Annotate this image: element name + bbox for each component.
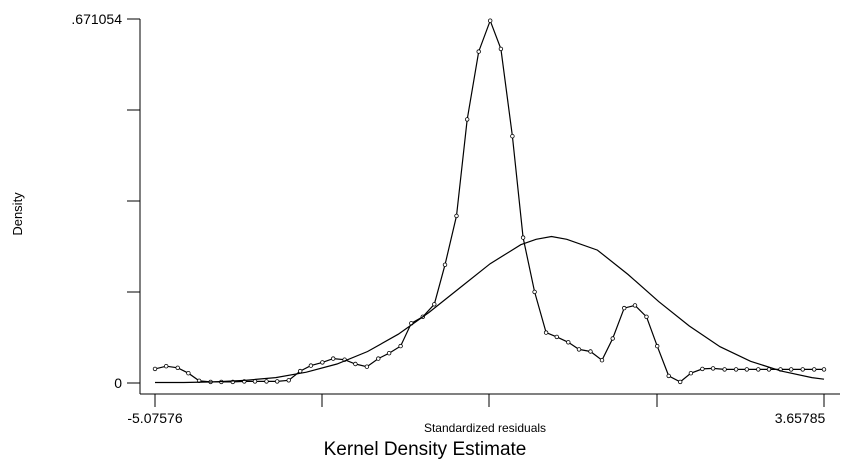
- density-point-marker: [622, 305, 627, 311]
- density-point-marker: [688, 371, 694, 376]
- density-point-marker: [722, 367, 727, 372]
- density-point-marker: [510, 133, 515, 139]
- density-point-marker: [756, 367, 761, 372]
- density-point-marker: [331, 356, 336, 361]
- x-axis-ticks: [154, 394, 825, 407]
- x-axis-label: Standardized residuals: [424, 421, 546, 435]
- density-point-marker: [576, 347, 582, 352]
- density-point-marker: [599, 358, 605, 363]
- density-point-marker: [821, 367, 827, 372]
- x-tick-label-max: 3.65785: [775, 410, 826, 426]
- density-point-marker: [432, 302, 437, 307]
- density-point-marker: [812, 367, 817, 372]
- density-point-marker: [666, 373, 671, 379]
- density-point-marker: [465, 117, 470, 122]
- y-axis-ticks: [127, 18, 140, 384]
- density-point-marker: [520, 235, 526, 240]
- density-point-marker: [442, 262, 448, 267]
- density-point-marker: [298, 368, 303, 374]
- density-point-marker: [800, 367, 805, 372]
- density-point-marker: [376, 356, 381, 361]
- y-tick-label-max: .671054: [71, 11, 122, 27]
- density-point-marker: [566, 340, 571, 345]
- density-point-marker: [700, 366, 705, 372]
- density-point-marker: [476, 49, 481, 54]
- density-point-marker: [454, 213, 459, 219]
- density-point-marker: [554, 334, 559, 340]
- y-tick-label-zero: 0: [114, 375, 122, 391]
- density-point-marker: [488, 18, 493, 23]
- x-tick-label-min: -5.07576: [127, 410, 182, 426]
- density-point-marker: [498, 46, 504, 52]
- axes: [139, 19, 840, 395]
- density-point-marker: [152, 366, 158, 372]
- density-point-marker: [353, 361, 358, 367]
- density-point-marker: [163, 364, 169, 369]
- density-point-marker: [789, 367, 794, 372]
- chart-title: Kernel Density Estimate: [324, 439, 527, 460]
- density-point-marker: [588, 349, 593, 354]
- density-point-marker: [543, 330, 549, 335]
- density-point-marker: [364, 364, 370, 369]
- normal-density-line: [155, 235, 825, 384]
- density-point-marker: [632, 303, 638, 308]
- density-point-marker: [275, 379, 280, 384]
- density-point-marker: [320, 360, 325, 365]
- density-point-marker: [532, 289, 537, 295]
- density-point-marker: [678, 379, 683, 385]
- density-point-marker: [286, 378, 291, 383]
- density-point-marker: [252, 379, 258, 384]
- density-point-marker: [644, 314, 649, 319]
- density-point-marker: [175, 365, 180, 370]
- series-layer: [152, 18, 827, 385]
- kernel-density-line: [154, 18, 824, 383]
- y-axis-label: Density: [10, 192, 25, 236]
- density-point-marker: [655, 343, 660, 349]
- density-point-marker: [398, 343, 403, 349]
- density-point-marker: [308, 363, 314, 368]
- density-point-marker: [710, 366, 716, 371]
- density-point-marker: [386, 351, 392, 356]
- density-point-marker: [733, 367, 739, 372]
- density-point-marker: [186, 371, 191, 376]
- density-point-marker: [744, 367, 749, 372]
- density-point-marker: [610, 336, 615, 341]
- density-point-marker: [264, 379, 269, 384]
